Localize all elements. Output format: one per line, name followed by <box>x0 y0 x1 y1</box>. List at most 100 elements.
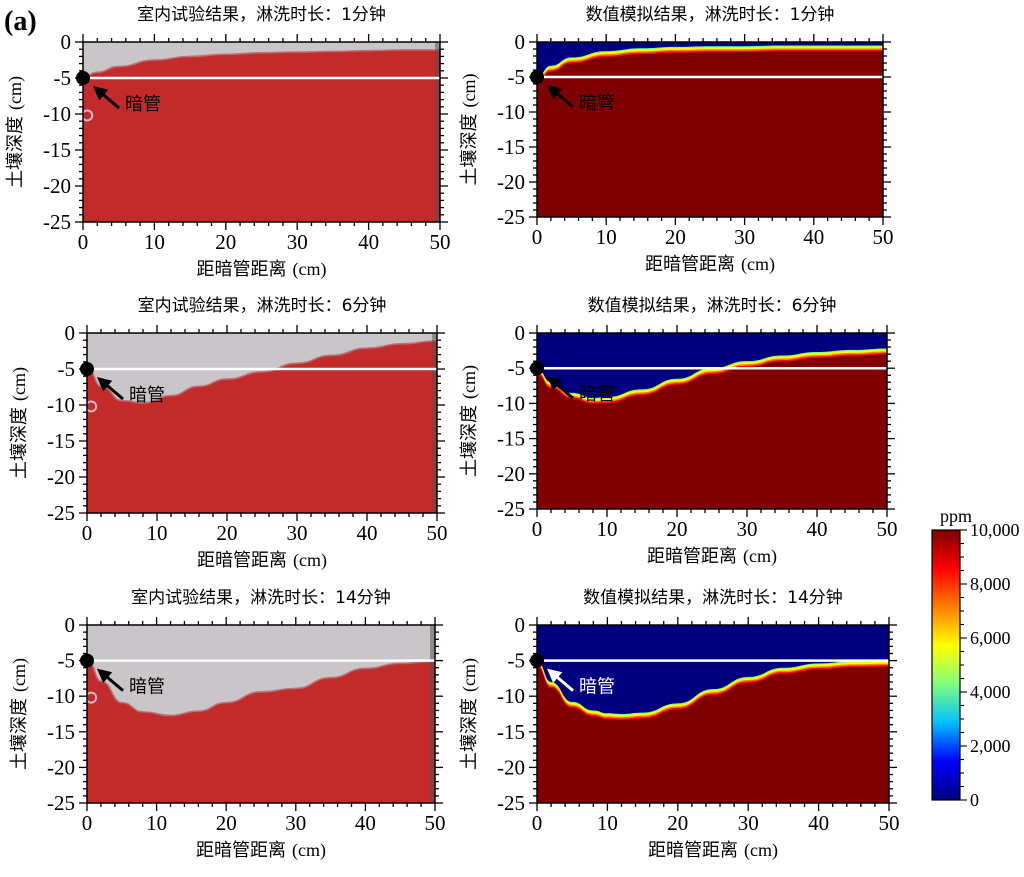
y-tick-label: -5 <box>58 357 76 381</box>
drain-pipe-marker <box>530 653 544 668</box>
x-tick-label: 30 <box>738 811 759 835</box>
fresh-water-region <box>537 333 887 398</box>
y-tick-label: -10 <box>43 102 71 126</box>
y-tick-label: -15 <box>497 427 525 451</box>
y-tick-label: -20 <box>497 462 525 486</box>
x-tick-label: 30 <box>287 521 308 545</box>
panel-title: 室内试验结果，淋洗时长：1分钟 <box>137 5 386 25</box>
x-tick-label: 0 <box>532 811 543 835</box>
drain-ring-icon <box>87 691 98 704</box>
drain-ring-icon <box>83 109 94 122</box>
x-axis-label: 距暗管距离 (cm) <box>196 840 326 861</box>
x-tick-label: 10 <box>596 225 617 249</box>
y-tick-label: -25 <box>497 791 525 815</box>
fresh-water-region <box>537 625 889 714</box>
plot-frame <box>82 41 441 223</box>
x-axis-title: 距暗管距离 <box>645 254 735 275</box>
panel-title: 数值模拟结果，淋洗时长：6分钟 <box>588 296 837 316</box>
x-tick-label: 0 <box>78 230 89 254</box>
plot-frame <box>86 624 436 804</box>
y-tick-label: -5 <box>508 356 526 380</box>
y-tick-label: -10 <box>47 393 75 417</box>
y-axis-label: 土壤深度 (cm) <box>5 76 26 188</box>
x-tick-label: 50 <box>879 811 900 835</box>
drain-pipe-marker <box>80 653 94 668</box>
y-tick-label: -20 <box>497 755 525 779</box>
drain-arrow-head-icon <box>547 376 563 391</box>
x-tick-label: 20 <box>665 225 686 249</box>
y-tick-label: -15 <box>497 720 525 744</box>
panel-3: 0 10 20 30 40 50 0 -5 -10 -15 -20 -25 室内试验结果，淋洗时长：6分… <box>9 296 448 571</box>
plot-frame <box>536 624 890 804</box>
x-tick-label: 0 <box>82 521 93 545</box>
y-axis-unit: (cm) <box>9 658 30 692</box>
tank-edge <box>430 625 435 803</box>
x-tick-label: 50 <box>425 811 446 835</box>
colorbar-tick-label: 0 <box>970 790 979 810</box>
y-tick-label: -15 <box>43 138 71 162</box>
x-axis-title: 距暗管距离 <box>197 550 287 571</box>
y-axis-title: 土壤深度 <box>5 116 26 188</box>
y-tick-label: -25 <box>47 791 75 815</box>
x-tick-label: 50 <box>873 225 894 249</box>
y-axis-label: 土壤深度 (cm) <box>459 658 480 770</box>
drain-arrow-head-icon <box>547 85 563 100</box>
y-tick-label: -10 <box>497 391 525 415</box>
y-tick-label: -25 <box>497 497 525 521</box>
x-tick-label: 30 <box>737 517 758 541</box>
x-tick-label: 20 <box>216 811 237 835</box>
x-tick-label: 10 <box>597 517 618 541</box>
plot-frame <box>536 41 884 218</box>
panel-title: 数值模拟结果，淋洗时长：14分钟 <box>583 588 843 608</box>
y-axis-label: 土壤深度 (cm) <box>459 74 480 186</box>
x-tick-label: 0 <box>532 517 543 541</box>
x-axis-title: 距暗管距离 <box>648 840 738 861</box>
plot-area <box>83 42 440 222</box>
wetting-front <box>83 49 440 80</box>
drain-ring-icon <box>87 400 98 413</box>
x-tick-label: 20 <box>667 811 688 835</box>
drain-pipe-marker <box>80 362 94 376</box>
tank-edge <box>435 42 440 222</box>
y-axis-unit: (cm) <box>459 365 480 399</box>
y-axis-unit: (cm) <box>9 367 30 401</box>
drain-arrow-head-icon <box>97 668 113 683</box>
colorbar-unit: ppm <box>940 506 972 526</box>
x-axis-unit: (cm) <box>293 550 327 571</box>
colorbar-tick-label: 10,000 <box>970 520 1020 540</box>
saturated-region <box>537 42 883 217</box>
y-tick-label: -15 <box>497 135 525 159</box>
x-axis-unit: (cm) <box>743 546 777 567</box>
colorbar-tick-label: 4,000 <box>970 682 1011 702</box>
plot-area <box>87 625 435 803</box>
drain-pipe-marker <box>76 71 90 85</box>
drain-label: 暗管 <box>129 677 165 698</box>
panel-title: 室内试验结果，淋洗时长：14分钟 <box>131 588 391 608</box>
tank-edge <box>432 333 437 513</box>
x-tick-label: 20 <box>667 517 688 541</box>
dyed-soil-region <box>83 42 440 222</box>
drain-pipe-marker <box>530 70 544 84</box>
x-tick-label: 50 <box>430 230 451 254</box>
x-tick-label: 0 <box>82 811 93 835</box>
drain-label: 暗管 <box>129 385 165 406</box>
y-tick-label: -20 <box>47 465 75 489</box>
y-axis-unit: (cm) <box>459 658 480 692</box>
x-tick-label: 10 <box>597 811 618 835</box>
y-tick-label: -15 <box>47 720 75 744</box>
x-tick-label: 10 <box>144 230 165 254</box>
y-axis-label: 土壤深度 (cm) <box>9 658 30 770</box>
colorbar-tick-label: 2,000 <box>970 736 1011 756</box>
y-axis-title: 土壤深度 <box>459 113 480 185</box>
y-tick-label: -25 <box>43 210 71 234</box>
y-tick-label: -10 <box>497 100 525 124</box>
y-tick-label: -25 <box>47 501 75 525</box>
y-tick-label: -20 <box>43 174 71 198</box>
x-tick-label: 10 <box>146 811 167 835</box>
x-axis-unit: (cm) <box>744 840 778 861</box>
panel-6: 0 10 20 30 40 50 0 -5 -10 -15 -20 -25 数值模拟结果，淋洗时长：14… <box>459 588 900 861</box>
x-axis-label: 距暗管距离 (cm) <box>648 840 778 861</box>
y-tick-label: -15 <box>47 429 75 453</box>
